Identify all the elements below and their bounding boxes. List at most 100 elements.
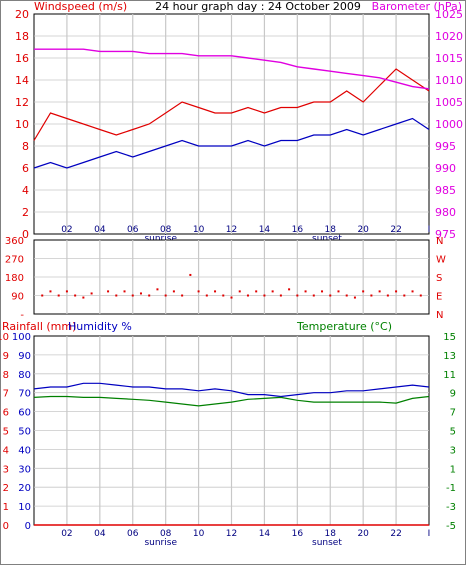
rainfall-tick-label: 4	[3, 445, 9, 456]
rainfall-tick-label: 6	[3, 408, 9, 419]
x-tick-label: 22	[390, 529, 401, 539]
temperature-line	[33, 395, 430, 407]
chart-title: 24 hour graph day : 24 October 2009	[155, 0, 361, 13]
direction-point	[131, 294, 134, 297]
direction-point	[353, 296, 356, 299]
x-tick-label: 16	[292, 529, 304, 539]
x-tick-label: I	[428, 225, 431, 235]
rainfall-tick-label: 3	[3, 464, 9, 475]
wind-tick-label: 4	[22, 184, 29, 197]
direction-point	[90, 292, 93, 295]
temperature-tick-label: 9	[450, 389, 456, 400]
direction-point	[411, 290, 414, 293]
direction-point	[156, 288, 159, 291]
direction-point	[230, 296, 233, 299]
barometer-line	[34, 48, 430, 90]
direction-point	[395, 290, 398, 293]
barometer-tick-label: 975	[435, 228, 456, 241]
sunset-label: sunset	[312, 234, 342, 244]
x-tick-label: 08	[160, 225, 172, 235]
compass-tick-label: N	[436, 310, 443, 321]
barometer-tick-label: 980	[435, 206, 456, 219]
wind-tick-label: 12	[15, 96, 29, 109]
rainfall-tick-label: 9	[3, 351, 9, 362]
x-tick-label: 10	[193, 529, 205, 539]
wind-tick-label: 20	[15, 8, 29, 21]
barometer-tick-label: 1005	[435, 96, 463, 109]
direction-point	[271, 290, 274, 293]
direction-point	[329, 294, 332, 297]
wind-tick-label: 6	[22, 162, 29, 175]
rainfall-tick-label: 0	[3, 521, 9, 532]
x-tick-label: 06	[127, 529, 139, 539]
direction-point	[148, 294, 151, 297]
rainfall-tick-label: 10	[0, 332, 9, 343]
direction-point	[123, 290, 126, 293]
wind-tick-label: 10	[15, 118, 29, 131]
direction-point	[222, 294, 225, 297]
x-tick-label: 16	[292, 225, 304, 235]
direction-point	[172, 290, 175, 293]
wind-tick-label: 18	[15, 30, 29, 43]
temperature-tick-label: 3	[450, 445, 456, 456]
direction-point	[304, 290, 307, 293]
x-tick-label: 02	[61, 225, 72, 235]
x-tick-label: 18	[325, 529, 337, 539]
x-tick-label: 08	[160, 529, 172, 539]
direction-point	[255, 290, 258, 293]
temperature-tick-label: -1	[446, 483, 456, 494]
direction-point	[189, 273, 192, 276]
direction-point	[246, 294, 249, 297]
direction-point	[74, 294, 77, 297]
humidity-tick-label: 90	[18, 351, 31, 362]
direction-point	[65, 290, 68, 293]
wind-tick-label: 16	[15, 52, 29, 65]
direction-tick-label: 360	[5, 236, 24, 247]
humidity-tick-label: 60	[18, 408, 31, 419]
rainfall-tick-label: 1	[3, 502, 9, 513]
compass-tick-label: W	[436, 255, 446, 266]
humidity-tick-label: 40	[18, 445, 31, 456]
temperature-tick-label: 13	[443, 351, 456, 362]
direction-point	[279, 294, 282, 297]
temperature-tick-label: 5	[450, 427, 456, 438]
sunset-label: sunset	[312, 538, 342, 548]
direction-point	[41, 294, 44, 297]
rainfall-axis-title: Rainfall (mm)	[2, 320, 76, 333]
direction-point	[139, 292, 142, 295]
direction-point	[312, 294, 315, 297]
rainfall-tick-label: 5	[3, 427, 9, 438]
direction-point	[197, 290, 200, 293]
temperature-tick-label: 1	[450, 464, 456, 475]
direction-point	[378, 290, 381, 293]
temperature-tick-label: 15	[443, 332, 456, 343]
x-tick-label: 02	[61, 529, 72, 539]
direction-point	[57, 294, 60, 297]
x-tick-label: 22	[390, 225, 401, 235]
x-tick-label: 12	[226, 529, 237, 539]
x-tick-label: 04	[94, 225, 106, 235]
windspeed-axis-title: Windspeed (m/s)	[34, 0, 127, 13]
rainfall-tick-label: 8	[3, 370, 9, 381]
direction-point	[362, 290, 365, 293]
x-tick-label: 14	[259, 529, 271, 539]
direction-point	[386, 294, 389, 297]
temperature-tick-label: -3	[446, 502, 456, 513]
barometer-tick-label: 990	[435, 162, 456, 175]
humidity-tick-label: 10	[18, 502, 31, 513]
humidity-axis-title: Humidity %	[68, 320, 132, 333]
barometer-tick-label: 985	[435, 184, 456, 197]
direction-point	[238, 290, 241, 293]
wind-tick-label: 0	[22, 228, 29, 241]
direction-point	[321, 290, 324, 293]
humidity-line	[33, 382, 430, 398]
rainfall-tick-label: 7	[3, 389, 9, 400]
temperature-axis-title: Temperature (°C)	[296, 320, 392, 333]
direction-point	[214, 290, 217, 293]
x-tick-label: 12	[226, 225, 237, 235]
temperature-tick-label: 7	[450, 408, 456, 419]
